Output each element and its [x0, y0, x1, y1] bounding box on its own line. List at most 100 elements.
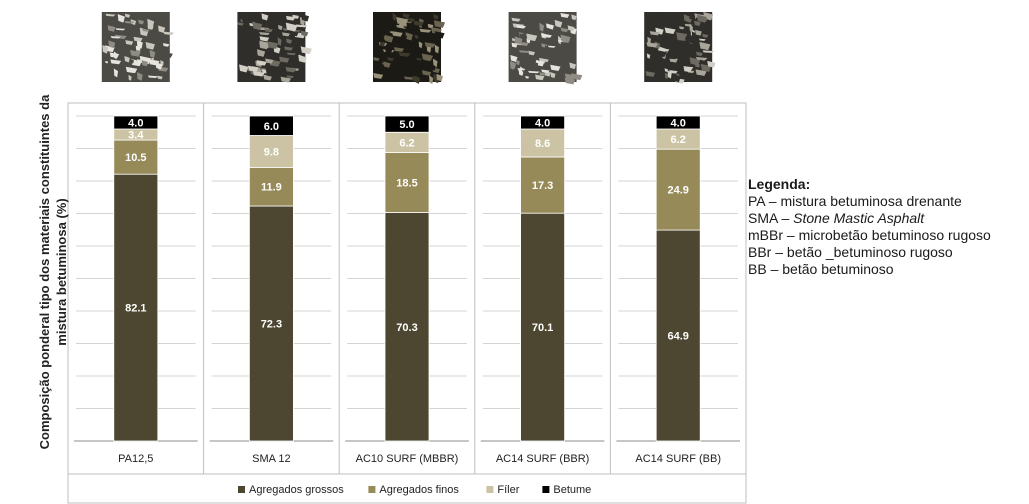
texture-stone	[436, 73, 443, 82]
data-label: 18.5	[396, 177, 417, 189]
pa-texture	[101, 12, 174, 82]
texture-stone	[666, 19, 673, 26]
texture-stone	[511, 17, 521, 22]
texture-stone	[239, 64, 249, 73]
texture-stone	[278, 24, 283, 31]
texture-stone	[113, 68, 119, 78]
sma-texture	[237, 12, 312, 83]
bar-segment	[655, 229, 701, 442]
abbreviation-legend-title: Legenda:	[748, 176, 811, 192]
bar-segment	[520, 156, 565, 214]
texture-stone	[125, 40, 134, 45]
texture-stone	[518, 50, 530, 53]
texture-stone	[668, 62, 673, 70]
texture-stone	[385, 49, 390, 55]
texture-stone	[277, 37, 282, 46]
texture-stone	[108, 15, 119, 23]
texture-stone	[397, 62, 403, 70]
texture-stone	[286, 38, 292, 44]
texture-stone	[136, 40, 143, 49]
texture-stone	[645, 71, 656, 77]
category-label: SMA 12	[252, 453, 291, 465]
texture-stone	[404, 76, 414, 80]
texture-stone	[147, 25, 154, 30]
texture-stone	[109, 52, 120, 58]
texture-stone	[707, 60, 716, 68]
data-label: 70.3	[396, 322, 417, 334]
data-label: 82.1	[125, 303, 146, 315]
texture-stone	[301, 14, 310, 22]
abbreviation-item-bb: BB – betão betuminoso	[748, 261, 894, 277]
texture-stone	[141, 60, 149, 67]
texture-stone	[398, 52, 411, 56]
texture-stone	[376, 38, 385, 41]
texture-stone	[535, 47, 544, 50]
texture-stone	[105, 60, 109, 64]
texture-stone	[247, 31, 258, 35]
texture-stone	[124, 56, 130, 63]
bar-segment	[384, 115, 430, 133]
texture-stone	[129, 60, 133, 64]
data-label: 5.0	[399, 119, 414, 131]
texture-stone	[510, 62, 515, 70]
legend-label: Agregados finos	[379, 484, 459, 496]
data-label: 6.2	[671, 134, 686, 146]
texture-stone	[654, 41, 661, 50]
texture-stone	[531, 61, 539, 69]
texture-stone	[286, 52, 297, 56]
data-label: 70.1	[532, 322, 553, 334]
texture-stone	[133, 36, 143, 42]
texture-stone	[664, 27, 676, 35]
texture-stone	[684, 23, 693, 27]
texture-stone	[694, 20, 701, 27]
texture-stone	[136, 50, 141, 53]
texture-stone	[418, 41, 423, 49]
texture-stone	[393, 47, 405, 52]
texture-stone	[433, 20, 446, 28]
texture-stone	[661, 48, 670, 52]
texture-stone	[264, 28, 273, 33]
texture-stone	[696, 51, 703, 57]
texture-stone	[684, 37, 697, 42]
data-label: 24.9	[667, 185, 688, 197]
texture-stone	[265, 58, 274, 64]
abbreviation-item-pa: PA – mistura betuminosa drenante	[748, 193, 962, 209]
bar-segment	[113, 139, 159, 175]
texture-stone	[646, 42, 658, 48]
texture-stone	[545, 27, 554, 36]
data-label: 11.9	[261, 182, 282, 194]
texture-stone	[296, 48, 302, 52]
texture-stone	[141, 77, 151, 81]
bar-segment	[655, 115, 701, 130]
bbr-texture	[508, 12, 583, 85]
texture-stone	[522, 69, 527, 74]
texture-stone	[539, 22, 545, 32]
abbreviation-item-mbbr: mBBr – microbetão betuminoso rugoso	[748, 227, 991, 243]
texture-stone	[694, 63, 701, 68]
texture-stone	[695, 29, 702, 36]
texture-stone	[283, 27, 288, 31]
texture-stone	[155, 62, 163, 70]
texture-stone	[279, 56, 290, 63]
texture-stone	[560, 27, 569, 33]
texture-stone	[282, 32, 290, 37]
texture-stone	[646, 53, 651, 59]
texture-stone	[147, 18, 155, 28]
category-label: PA12,5	[118, 453, 153, 465]
texture-stone	[560, 34, 571, 44]
texture-stone	[124, 20, 135, 24]
texture-stone	[433, 73, 437, 82]
data-label: 10.5	[125, 152, 146, 164]
texture-stone	[160, 15, 167, 20]
texture-stone	[149, 49, 156, 59]
y-axis-label: Composição ponderal tipo dos materiais c…	[37, 94, 69, 450]
category-label: AC14 SURF (BBR)	[496, 453, 590, 465]
texture-stone	[668, 56, 678, 60]
bar-segment	[520, 115, 565, 130]
texture-stone	[158, 25, 166, 33]
texture-stone	[267, 41, 279, 49]
bar-segment	[655, 148, 701, 231]
data-label: 8.6	[535, 138, 550, 150]
bar-segment	[248, 115, 294, 136]
texture-stone	[528, 70, 540, 74]
